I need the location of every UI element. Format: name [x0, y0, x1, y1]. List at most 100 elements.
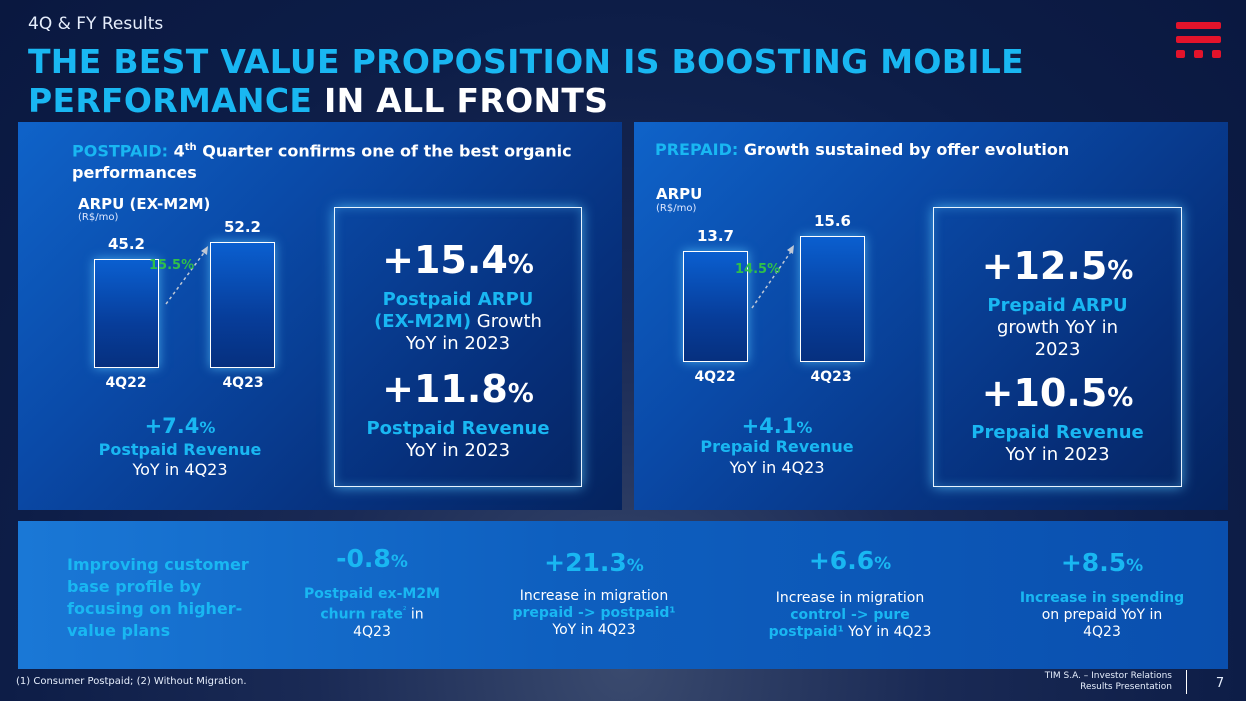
bk3-l3: postpaid¹ YoY in 4Q23 — [749, 624, 951, 641]
bk2-num: +21.3 — [544, 548, 627, 577]
prepaid-arpu-label-2: growth YoY in — [996, 317, 1119, 338]
band-kpi-spending: +8.5% Increase in spending on prepaid Yo… — [1002, 548, 1202, 641]
prepaid-growth-arrow — [751, 245, 794, 309]
pp-l1a: Postpaid ARPU — [382, 289, 534, 310]
pr-v1-pct: % — [1107, 256, 1134, 286]
prepaid-bar-4q23 — [800, 236, 865, 362]
postpaid-title: POSTPAID: 4th Quarter confirms one of th… — [72, 137, 592, 184]
postpaid-arpu-growth-value: +15.4% — [335, 238, 581, 287]
title-line-2: PERFORMANCE IN ALL FRONTS — [28, 81, 1024, 120]
bk1-l2b: in — [406, 606, 424, 623]
band-headline-4: value plans — [67, 621, 171, 640]
prepaid-revenue-label: Prepaid Revenue — [934, 422, 1181, 444]
prepaid-arpu-growth-value: +12.5% — [934, 244, 1181, 293]
postpaid-title-text-a: 4 — [168, 141, 185, 161]
pr-v2-pct: % — [1107, 383, 1134, 413]
band-kpi-4-value: +8.5% — [1002, 548, 1202, 577]
company-line-2: Results Presentation — [1080, 682, 1172, 692]
bk3-l2: control -> pure — [790, 607, 910, 623]
prepaid-revenue-4q23-label: Prepaid Revenue — [700, 437, 854, 456]
footer-divider — [1186, 670, 1187, 694]
postpaid-title-text-b: Quarter confirms one of the best organic — [196, 141, 572, 161]
prepaid-revenue-4q23-sub: YoY in 4Q23 — [729, 458, 825, 477]
prepaid-revenue-4q23-value: +4.1% — [677, 413, 877, 441]
postpaid-revenue-label: Postpaid Revenue — [335, 418, 581, 440]
footnote: (1) Consumer Postpaid; (2) Without Migra… — [16, 676, 247, 687]
bk3-l1: Increase in migration — [775, 590, 925, 606]
bk1-l2a: churn rate — [320, 606, 403, 623]
postpaid-chart-title: ARPU (EX-M2M) — [78, 195, 211, 213]
postpaid-arpu-label-3: YoY in 2023 — [405, 333, 511, 354]
bk3-l3b: YoY in 4Q23 — [843, 624, 932, 640]
postpaid-rev-q-pct: % — [199, 418, 216, 437]
pr-v1-num: +12.5 — [981, 244, 1108, 288]
bk4-l1: Increase in spending — [1019, 590, 1185, 606]
postpaid-revenue-4q23-value: +7.4% — [80, 413, 280, 441]
pr-v2-num: +10.5 — [981, 371, 1108, 415]
bk4-pct: % — [1126, 556, 1144, 576]
prepaid-bar-value-4q23: 15.6 — [813, 212, 851, 230]
pr-rev-q-num: +4.1 — [741, 414, 797, 438]
band-kpi-migration-prepaid: +21.3% Increase in migration prepaid -> … — [490, 548, 698, 639]
band-headline-3: focusing on higher- — [67, 599, 243, 618]
postpaid-title-label: POSTPAID: — [72, 141, 169, 161]
postpaid-arpu-label: Postpaid ARPU — [335, 289, 581, 311]
band-kpi-3-desc: Increase in migration control -> pure po… — [749, 590, 951, 641]
bk3-pct: % — [874, 554, 892, 574]
bk1-l2-sup: ² — [402, 606, 407, 616]
bk2-l3: YoY in 4Q23 — [552, 622, 636, 638]
prepaid-arpu-label-3: 2023 — [1034, 339, 1081, 360]
postpaid-bar-value-4q23: 52.2 — [223, 218, 261, 236]
postpaid-chart-unit: (R$/mo) — [78, 212, 119, 223]
bk4-num: +8.5 — [1060, 548, 1127, 577]
customer-base-band — [18, 521, 1228, 669]
prepaid-kpi-box: +12.5% Prepaid ARPU growth YoY in 2023 +… — [933, 207, 1182, 487]
prepaid-title-label: PREPAID: — [655, 140, 739, 159]
company-credit: TIM S.A. – Investor Relations Results Pr… — [1004, 671, 1172, 693]
postpaid-growth-pct: 15.5% — [149, 258, 195, 273]
pp-v2-num: +11.8 — [382, 367, 508, 411]
company-line-1: TIM S.A. – Investor Relations — [1044, 671, 1172, 681]
postpaid-revenue-label-2: YoY in 2023 — [405, 440, 511, 461]
postpaid-arpu-label-2: (EX-M2M) Growth — [335, 311, 581, 333]
pp-l1b-w: Growth — [471, 311, 542, 332]
pp-v1-pct: % — [507, 250, 534, 280]
postpaid-rev-q-num: +7.4 — [144, 414, 200, 438]
band-kpi-2-value: +21.3% — [490, 548, 698, 577]
bk4-l2: on prepaid YoY in — [1041, 607, 1163, 623]
prepaid-bar-value-4q22: 13.7 — [696, 227, 734, 245]
title-line-2-cyan: PERFORMANCE — [28, 81, 313, 120]
bk3-num: +6.6 — [808, 546, 875, 575]
title-line-2-white: IN ALL FRONTS — [312, 81, 609, 120]
prepaid-category-4q23: 4Q23 — [810, 369, 852, 385]
postpaid-category-4q22: 4Q22 — [105, 375, 147, 391]
bk2-pct: % — [626, 556, 644, 576]
prepaid-title-text: Growth sustained by offer evolution — [738, 140, 1070, 159]
band-kpi-churn-desc: Postpaid ex-M2M churn rate² in 4Q23 — [272, 586, 472, 641]
postpaid-bar-value-4q22: 45.2 — [107, 235, 145, 253]
pr-rev-q-pct: % — [796, 418, 813, 437]
pp-v1-num: +15.4 — [382, 238, 508, 282]
pp-l1b-c: (EX-M2M) — [374, 311, 472, 332]
postpaid-revenue-4q23-label: Postpaid Revenue — [98, 440, 262, 459]
prepaid-category-4q22: 4Q22 — [694, 369, 736, 385]
band-headline-2: base profile by — [67, 577, 202, 596]
pp-v2-pct: % — [507, 379, 534, 409]
page-number: 7 — [1215, 676, 1225, 691]
bk1-l3: 4Q23 — [353, 623, 391, 640]
postpaid-growth-arrow — [165, 246, 208, 305]
postpaid-revenue-growth-value: +11.8% — [335, 367, 581, 416]
prepaid-chart-title: ARPU — [656, 185, 703, 203]
pr-l2a: Prepaid Revenue — [971, 422, 1144, 443]
band-kpi-2-desc: Increase in migration prepaid -> postpai… — [490, 588, 698, 639]
prepaid-revenue-label-2: YoY in 2023 — [1005, 444, 1110, 465]
pr-l1a: Prepaid ARPU — [987, 295, 1128, 316]
bk2-l1: Increase in migration — [519, 588, 669, 604]
band-headline: Improving customer base profile by focus… — [67, 554, 267, 642]
band-kpi-churn-value: -0.8% — [272, 544, 472, 573]
band-kpi-4-desc: Increase in spending on prepaid YoY in 4… — [1002, 590, 1202, 641]
pp-l2a: Postpaid Revenue — [366, 418, 550, 439]
title-line-1: THE BEST VALUE PROPOSITION IS BOOSTING M… — [28, 42, 1024, 81]
prepaid-bar-4q22 — [683, 251, 748, 362]
bk1-pct: % — [390, 552, 408, 572]
